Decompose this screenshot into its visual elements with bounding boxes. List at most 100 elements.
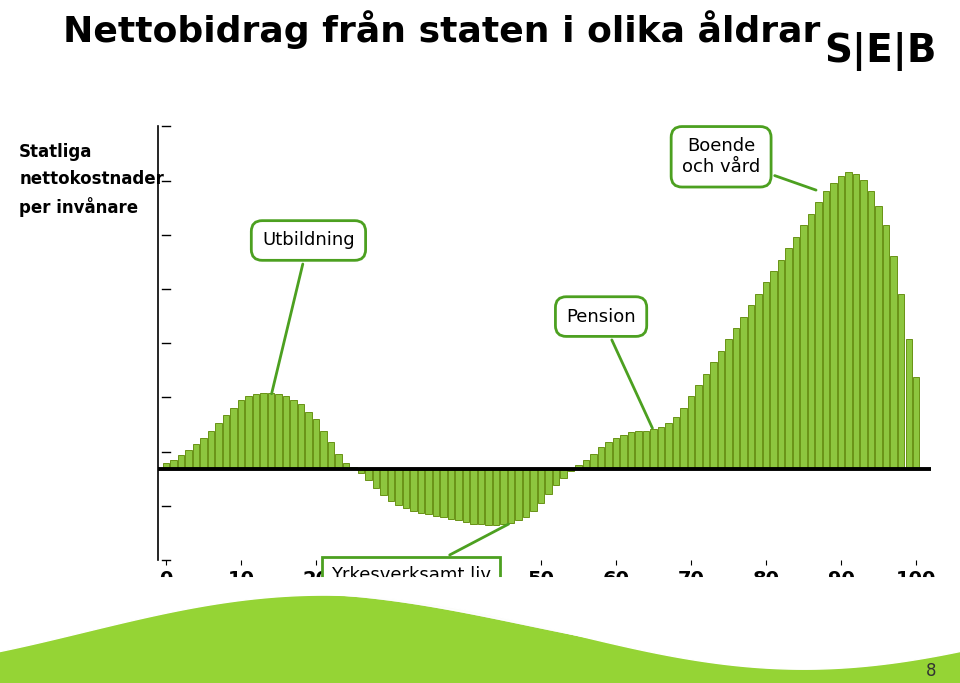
Text: Yrkesverksamt liv: Yrkesverksamt liv: [331, 524, 509, 584]
Bar: [230, 408, 236, 469]
Text: Nettobidrag från staten i olika åldrar: Nettobidrag från staten i olika åldrar: [63, 10, 820, 49]
Bar: [223, 415, 229, 469]
Bar: [403, 469, 409, 508]
Bar: [418, 469, 424, 513]
Bar: [568, 469, 574, 471]
Bar: [838, 176, 845, 469]
Bar: [785, 248, 792, 469]
Bar: [793, 237, 800, 469]
Bar: [703, 374, 709, 469]
Bar: [372, 469, 379, 488]
Bar: [193, 445, 199, 469]
Bar: [343, 462, 349, 469]
Bar: [486, 469, 492, 525]
Bar: [388, 469, 395, 501]
Bar: [801, 225, 806, 469]
Bar: [298, 404, 304, 469]
Bar: [410, 469, 417, 511]
Bar: [350, 467, 357, 469]
Bar: [732, 328, 739, 469]
Bar: [162, 462, 169, 469]
Text: 8: 8: [925, 662, 936, 680]
Bar: [665, 423, 672, 469]
Bar: [868, 191, 875, 469]
Bar: [185, 449, 192, 469]
Bar: [575, 465, 582, 469]
Bar: [748, 305, 755, 469]
Bar: [335, 454, 342, 469]
Bar: [561, 469, 566, 478]
Bar: [876, 206, 882, 469]
Bar: [545, 469, 552, 494]
Bar: [238, 400, 244, 469]
Bar: [673, 417, 680, 469]
Bar: [470, 469, 477, 524]
Bar: [201, 438, 206, 469]
Bar: [636, 431, 642, 469]
Bar: [846, 172, 852, 469]
Bar: [260, 393, 267, 469]
Bar: [380, 469, 387, 495]
Text: S|E|B: S|E|B: [825, 31, 937, 71]
Bar: [612, 438, 619, 469]
Bar: [538, 469, 544, 503]
Bar: [891, 255, 897, 469]
Bar: [740, 317, 747, 469]
Bar: [178, 455, 184, 469]
Text: Boende
och vård: Boende och vård: [682, 137, 816, 190]
Bar: [756, 294, 762, 469]
Bar: [425, 469, 432, 514]
X-axis label: Ålder: Ålder: [869, 599, 931, 619]
Bar: [688, 396, 694, 469]
Bar: [718, 351, 724, 469]
Bar: [305, 412, 312, 469]
Bar: [815, 202, 822, 469]
Bar: [658, 427, 664, 469]
Bar: [441, 469, 446, 518]
Bar: [447, 469, 454, 519]
Bar: [478, 469, 484, 525]
Bar: [276, 394, 281, 469]
Bar: [207, 431, 214, 469]
Bar: [455, 469, 462, 520]
Bar: [598, 447, 604, 469]
Bar: [628, 432, 635, 469]
Bar: [523, 469, 529, 516]
Bar: [358, 469, 364, 473]
Bar: [283, 396, 289, 469]
Bar: [290, 400, 297, 469]
Bar: [726, 339, 732, 469]
Bar: [763, 282, 769, 469]
Bar: [583, 460, 589, 469]
Bar: [500, 469, 507, 525]
Bar: [883, 225, 889, 469]
Bar: [170, 460, 177, 469]
Bar: [606, 442, 612, 469]
Bar: [215, 423, 222, 469]
Bar: [508, 469, 515, 522]
Bar: [553, 469, 560, 486]
Bar: [245, 396, 252, 469]
Bar: [778, 260, 784, 469]
Bar: [530, 469, 537, 511]
Bar: [643, 431, 649, 469]
Bar: [252, 394, 259, 469]
Bar: [905, 339, 912, 469]
Bar: [651, 429, 657, 469]
Bar: [913, 378, 920, 469]
Text: Pension: Pension: [566, 307, 653, 428]
Bar: [366, 469, 372, 480]
Bar: [808, 214, 814, 469]
Bar: [590, 454, 597, 469]
Bar: [321, 431, 326, 469]
Bar: [853, 173, 859, 469]
Text: Utbildning: Utbildning: [262, 232, 355, 394]
Bar: [830, 184, 837, 469]
Bar: [710, 362, 717, 469]
Bar: [433, 469, 439, 516]
Text: Statliga
nettokostnader
per invånare: Statliga nettokostnader per invånare: [19, 143, 164, 217]
Bar: [823, 191, 829, 469]
Bar: [396, 469, 401, 505]
Bar: [860, 180, 867, 469]
Bar: [327, 442, 334, 469]
